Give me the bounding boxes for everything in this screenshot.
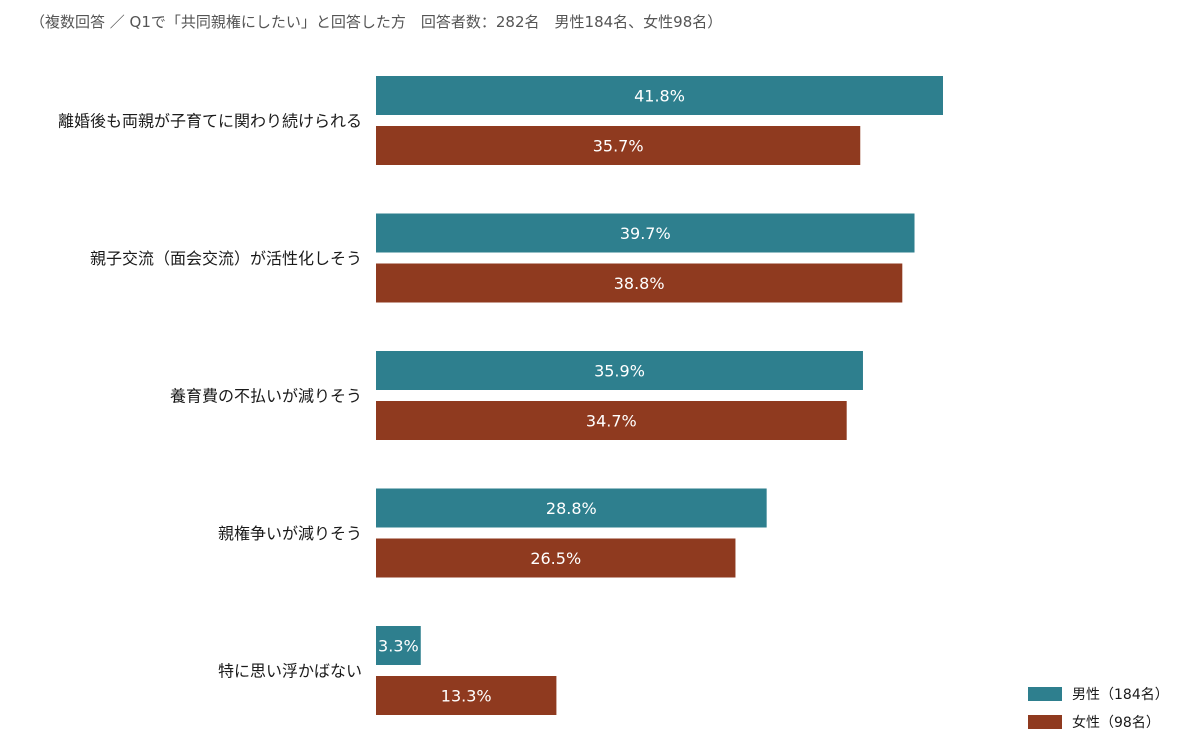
data-label: 3.3%	[378, 637, 419, 656]
bar	[376, 213, 915, 253]
bar	[376, 126, 861, 165]
bar	[376, 401, 847, 440]
legend-label: 男性（184名）	[1072, 687, 1169, 703]
category-label: 離婚後も両親が子育てに関わり続けられる	[58, 112, 362, 131]
legend-swatch	[1028, 715, 1062, 729]
category-label: 親権争いが減りそう	[218, 524, 362, 543]
legend-swatch	[1028, 687, 1062, 701]
category-label: 養育費の不払いが減りそう	[170, 387, 362, 406]
bar	[376, 676, 557, 715]
bars-group: 41.8% 35.7% 39.7% 38.8% 35.9% 34.7% 28.8% 26.5%…	[376, 76, 943, 715]
bar	[376, 626, 421, 665]
category-labels: 離婚後も両親が子育てに関わり続けられる親子交流（面会交流）が活性化しそう養育費の…	[58, 112, 362, 681]
data-label: 34.7%	[586, 412, 637, 431]
data-label: 35.7%	[593, 137, 644, 156]
bar	[376, 488, 767, 528]
bar	[376, 538, 736, 578]
data-label: 26.5%	[530, 549, 581, 568]
data-label: 38.8%	[614, 274, 665, 293]
data-label: 28.8%	[546, 499, 597, 518]
legend: 男性（184名） 女性（98名）	[1028, 687, 1169, 731]
chart-subtitle: （複数回答 ／ Q1で「共同親権にしたい」と回答した方 回答者数：282名 男性…	[30, 13, 722, 31]
bar	[376, 76, 943, 115]
data-label: 39.7%	[620, 224, 671, 243]
data-label: 41.8%	[634, 87, 685, 106]
category-label: 特に思い浮かばない	[218, 662, 362, 681]
data-label: 13.3%	[441, 687, 492, 706]
data-label: 35.9%	[594, 362, 645, 381]
bar	[376, 263, 903, 303]
category-label: 親子交流（面会交流）が活性化しそう	[90, 249, 362, 268]
bar	[376, 351, 863, 390]
legend-label: 女性（98名）	[1072, 714, 1160, 731]
